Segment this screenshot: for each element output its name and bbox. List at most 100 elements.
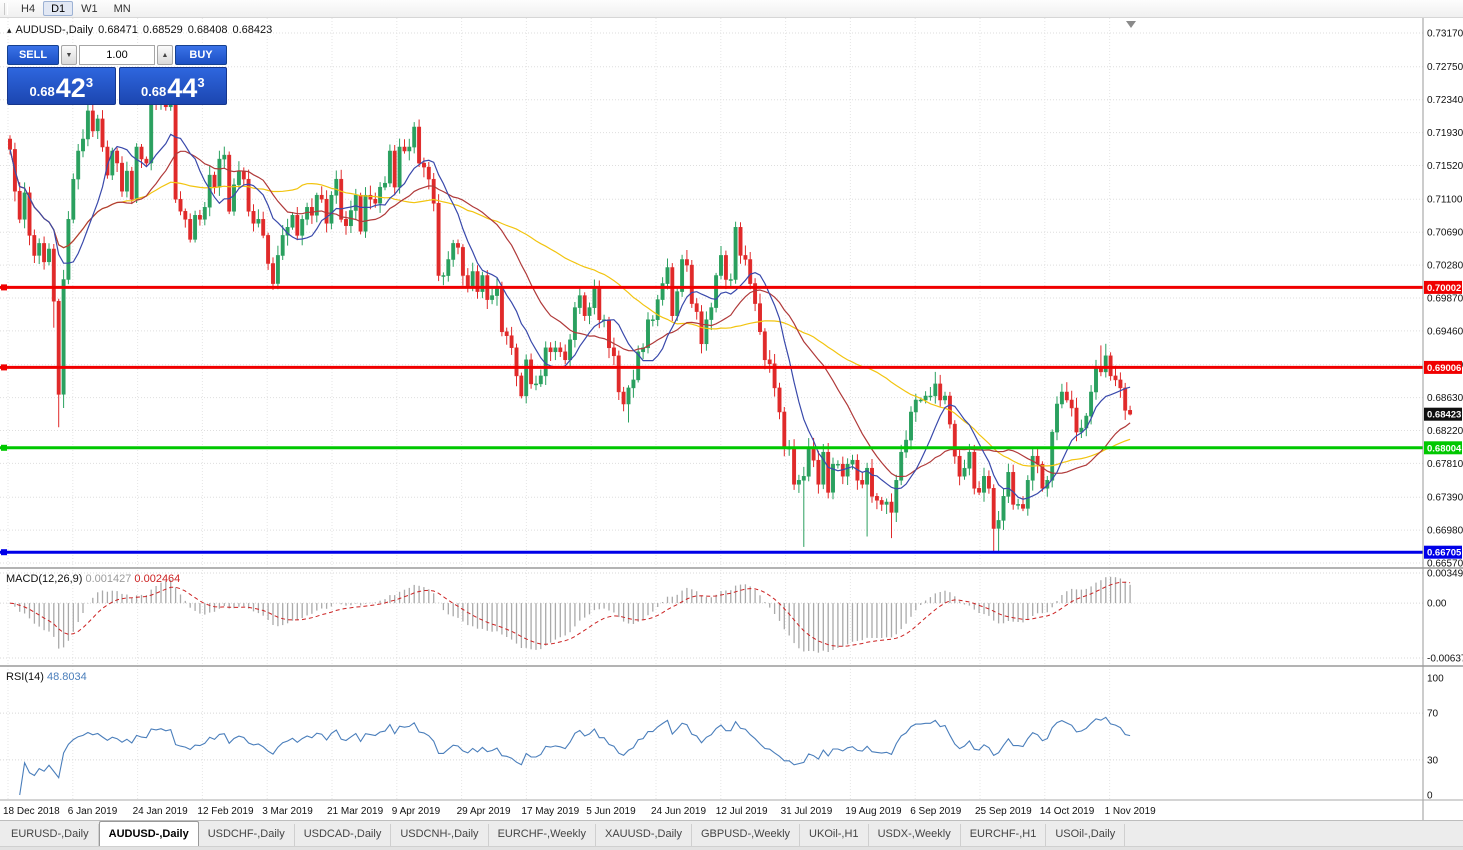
chevron-down-icon: ▼ <box>65 51 73 59</box>
svg-text:-0.00637: -0.00637 <box>1427 654 1463 665</box>
svg-text:0.70280: 0.70280 <box>1427 261 1463 272</box>
svg-text:0.00349: 0.00349 <box>1427 569 1463 580</box>
buy-price-big: 44 <box>167 73 198 103</box>
svg-text:21 Mar 2019: 21 Mar 2019 <box>327 806 384 817</box>
line-anchor-0.70002[interactable] <box>1 284 7 291</box>
current-price-tag: 0.68423 <box>1424 407 1462 421</box>
sell-price-big: 42 <box>55 73 86 103</box>
chart-tab-eurusd-daily[interactable]: EURUSD-,Daily <box>2 824 99 846</box>
svg-text:0.66705: 0.66705 <box>1427 548 1462 559</box>
buy-button[interactable]: BUY <box>175 45 227 65</box>
price-tag-0.69006: 0.69006 <box>1424 360 1462 374</box>
chart-tab-usdchf-daily[interactable]: USDCHF-,Daily <box>199 824 295 846</box>
bottom-scrollbar[interactable] <box>0 846 1463 850</box>
period-button-mn[interactable]: MN <box>106 1 139 16</box>
price-tag-0.66705: 0.66705 <box>1424 545 1462 559</box>
svg-text:0.68630: 0.68630 <box>1427 393 1463 404</box>
svg-text:0.73170: 0.73170 <box>1427 29 1463 40</box>
chart-shift-marker[interactable] <box>1126 21 1136 28</box>
svg-text:1 Nov 2019: 1 Nov 2019 <box>1105 806 1157 817</box>
one-click-trading-panel: SELL ▼ 1.00 ▲ BUY 0.68 42 3 0.68 44 3 <box>7 45 227 105</box>
collapse-trade-panel-arrow[interactable]: ▴ <box>7 25 12 35</box>
chart-tab-usdx-weekly[interactable]: USDX-,Weekly <box>869 824 961 846</box>
svg-text:0.00: 0.00 <box>1427 599 1447 610</box>
chart-tab-gbpusd-weekly[interactable]: GBPUSD-,Weekly <box>692 824 801 846</box>
ohlc-close: 0.68423 <box>232 24 273 36</box>
svg-text:25 Sep 2019: 25 Sep 2019 <box>975 806 1032 817</box>
volume-field[interactable]: 1.00 <box>79 45 155 65</box>
svg-text:0.70690: 0.70690 <box>1427 228 1463 239</box>
chart-tab-usdcad-daily[interactable]: USDCAD-,Daily <box>295 824 392 846</box>
svg-text:0.71930: 0.71930 <box>1427 128 1463 139</box>
svg-text:6 Jan 2019: 6 Jan 2019 <box>68 806 118 817</box>
chart-tab-eurchf-h1[interactable]: EURCHF-,H1 <box>961 824 1047 846</box>
chart-tab-audusd-daily[interactable]: AUDUSD-,Daily <box>98 821 199 846</box>
svg-text:0.66570: 0.66570 <box>1427 559 1463 570</box>
svg-text:24 Jun 2019: 24 Jun 2019 <box>651 806 706 817</box>
volume-decrease-button[interactable]: ▼ <box>61 45 77 65</box>
svg-text:5 Jun 2019: 5 Jun 2019 <box>586 806 636 817</box>
svg-text:3 Mar 2019: 3 Mar 2019 <box>262 806 313 817</box>
sell-price-pipette: 3 <box>85 75 94 90</box>
svg-text:0.68220: 0.68220 <box>1427 426 1463 437</box>
chevron-up-icon: ▲ <box>161 51 169 59</box>
chart-tab-usoil-daily[interactable]: USOil-,Daily <box>1046 824 1126 846</box>
line-anchor-0.66705[interactable] <box>1 549 7 556</box>
buy-price-prefix: 0.68 <box>140 84 167 99</box>
svg-text:0.67810: 0.67810 <box>1427 459 1463 470</box>
volume-increase-button[interactable]: ▲ <box>157 45 173 65</box>
ohlc-high: 0.68529 <box>142 24 183 36</box>
price-tag-0.70002: 0.70002 <box>1424 280 1462 294</box>
ohlc-low: 0.68408 <box>187 24 228 36</box>
period-button-d1[interactable]: D1 <box>43 1 74 16</box>
svg-text:29 Apr 2019: 29 Apr 2019 <box>457 806 511 817</box>
rsi-label: RSI(14) 48.8034 <box>6 671 87 683</box>
svg-text:0.69460: 0.69460 <box>1427 326 1463 337</box>
sell-price-prefix: 0.68 <box>29 84 55 99</box>
period-button-h4[interactable]: H4 <box>13 1 43 16</box>
price-chart-svg: 0.73170 0.72750 0.72340 0.71930 0.71520 0.711… <box>0 18 1463 820</box>
buy-price-pipette: 3 <box>197 75 205 90</box>
svg-text:18 Dec 2018: 18 Dec 2018 <box>3 806 60 817</box>
svg-text:0: 0 <box>1427 791 1433 802</box>
chart-tab-xauusd-daily[interactable]: XAUUSD-,Daily <box>596 824 692 846</box>
period-button-w1[interactable]: W1 <box>73 1 106 16</box>
svg-text:0.66980: 0.66980 <box>1427 526 1463 537</box>
svg-text:12 Feb 2019: 12 Feb 2019 <box>197 806 254 817</box>
date-axis: 18 Dec 2018 6 Jan 2019 24 Jan 2019 12 Feb 2… <box>3 806 1156 817</box>
macd-label: MACD(12,26,9) 0.001427 0.002464 <box>6 573 180 585</box>
toolbar-grip <box>4 2 8 15</box>
sell-button[interactable]: SELL <box>7 45 59 65</box>
macd-signal-line <box>9 581 1131 647</box>
svg-text:0.69870: 0.69870 <box>1427 294 1463 305</box>
svg-text:19 Aug 2019: 19 Aug 2019 <box>845 806 902 817</box>
svg-text:70: 70 <box>1427 709 1439 720</box>
svg-text:24 Jan 2019: 24 Jan 2019 <box>133 806 188 817</box>
line-anchor-0.68004[interactable] <box>1 444 7 451</box>
period-toolbar: H4 D1 W1 MN <box>0 0 1463 18</box>
svg-text:0.69006: 0.69006 <box>1427 363 1461 374</box>
price-tag-0.68004: 0.68004 <box>1424 441 1462 454</box>
svg-text:0.67390: 0.67390 <box>1427 493 1463 504</box>
symbol-period-label: AUDUSD-,Daily <box>15 24 94 36</box>
buy-price-display[interactable]: 0.68 44 3 <box>118 67 227 105</box>
svg-text:0.68423: 0.68423 <box>1427 410 1461 421</box>
svg-text:12 Jul 2019: 12 Jul 2019 <box>716 806 768 817</box>
svg-text:14 Oct 2019: 14 Oct 2019 <box>1040 806 1095 817</box>
ohlc-open: 0.68471 <box>98 24 138 36</box>
volume-value: 1.00 <box>106 49 128 61</box>
chart-tab-ukoil-h1[interactable]: UKOil-,H1 <box>800 824 869 846</box>
svg-text:0.72340: 0.72340 <box>1427 95 1463 106</box>
line-anchor-0.69006[interactable] <box>1 364 7 371</box>
chart-tab-usdcnh-daily[interactable]: USDCNH-,Daily <box>391 824 489 846</box>
chart-area[interactable]: 0.73170 0.72750 0.72340 0.71930 0.71520 0.711… <box>0 18 1463 820</box>
ma-line-50 <box>9 149 1131 467</box>
chart-tab-eurchf-weekly[interactable]: EURCHF-,Weekly <box>489 824 596 846</box>
svg-text:0.72750: 0.72750 <box>1427 62 1463 73</box>
svg-text:17 May 2019: 17 May 2019 <box>521 806 579 817</box>
svg-text:100: 100 <box>1427 674 1444 685</box>
svg-text:6 Sep 2019: 6 Sep 2019 <box>910 806 962 817</box>
chart-title: ▴ AUDUSD-,Daily 0.68471 0.68529 0.68408 0.684… <box>7 24 272 36</box>
sell-price-display[interactable]: 0.68 42 3 <box>7 67 116 105</box>
svg-text:0.71520: 0.71520 <box>1427 161 1463 172</box>
